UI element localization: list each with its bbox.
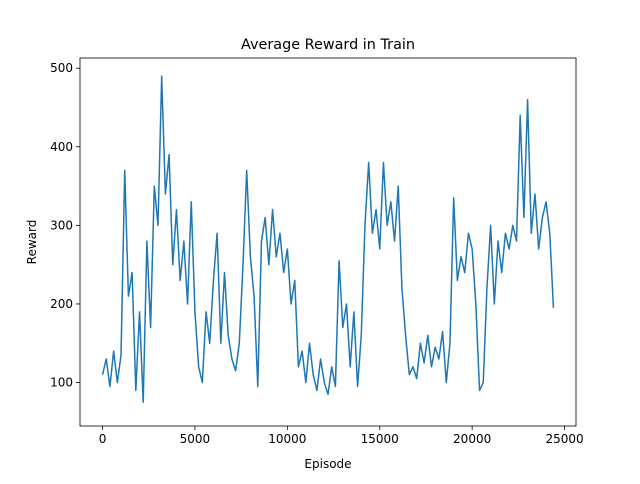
y-tick-label: 400 [50, 140, 73, 154]
y-tick-label: 100 [50, 376, 73, 390]
y-axis-label: Reward [25, 220, 39, 265]
x-tick-label: 0 [99, 432, 107, 446]
x-tick-label: 20000 [453, 432, 491, 446]
axes-frame [79, 57, 577, 427]
x-tick-label: 5000 [180, 432, 211, 446]
x-tick-label: 10000 [268, 432, 306, 446]
chart-title: Average Reward in Train [241, 37, 415, 53]
x-tick-label: 25000 [545, 432, 583, 446]
x-axis-label: Episode [304, 457, 351, 471]
x-tick-label: 15000 [361, 432, 399, 446]
y-tick-label: 300 [50, 218, 73, 232]
y-tick-label: 200 [50, 297, 73, 311]
y-tick-label: 500 [50, 61, 73, 75]
line-series [101, 75, 555, 403]
